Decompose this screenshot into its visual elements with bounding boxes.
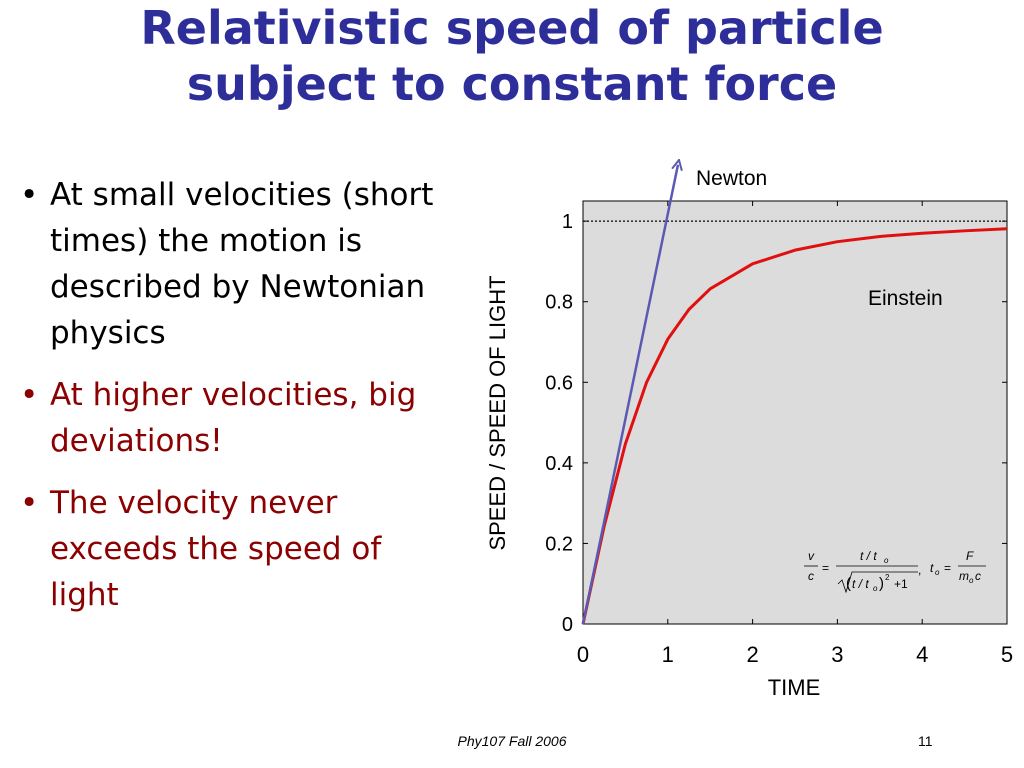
formula-F: F	[966, 549, 974, 563]
formula-equals-1: =	[822, 561, 829, 575]
bullet-text-1: At small velocities (short times) the mo…	[50, 177, 434, 351]
bullet-text-3: The velocity never exceeds the speed of …	[50, 485, 382, 613]
x-axis-label: TIME	[768, 675, 821, 700]
bullet-item-1: • At small velocities (short times) the …	[18, 172, 448, 356]
bullet-item-2: • At higher velocities, big deviations!	[18, 372, 448, 464]
formula-equals-2: =	[944, 561, 951, 575]
formula-plus-one: +1	[894, 577, 908, 591]
slide-title-line-1: Relativistic speed of particle	[140, 1, 884, 55]
formula-t: t	[930, 561, 934, 575]
bullet-text-2: At higher velocities, big deviations!	[50, 377, 417, 459]
series-line-newton	[581, 165, 678, 625]
bullet-item-3: • The velocity never exceeds the speed o…	[18, 480, 448, 618]
series-label-einstein: Einstein	[868, 287, 943, 310]
slide-title: Relativistic speed of particle subject t…	[0, 0, 1024, 112]
series-label-newton: Newton	[696, 167, 767, 190]
svg-text:(: (	[846, 575, 851, 592]
bullet-dot: •	[20, 177, 39, 213]
series-line-einstein	[581, 227, 1008, 625]
y-tick-label: 0.8	[545, 292, 573, 314]
y-tick-label: 0.6	[545, 372, 573, 394]
x-tick-label: 2	[746, 642, 758, 667]
y-tick-label: 0.2	[545, 533, 573, 555]
formula-numerator: t / t	[860, 549, 877, 563]
formula-sub-o-3: o	[935, 568, 940, 577]
x-tick-label: 1	[662, 642, 674, 667]
y-tick-label: 0.4	[545, 453, 573, 475]
slide-title-line-2: subject to constant force	[186, 57, 838, 111]
svg-text:): )	[879, 575, 884, 592]
x-tick-label: 0	[577, 642, 589, 667]
bullet-list: • At small velocities (short times) the …	[18, 172, 448, 634]
x-tick-label: 4	[916, 642, 928, 667]
formula-m: m	[959, 569, 969, 583]
x-tick-label: 3	[831, 642, 843, 667]
formula-sub-o-2: o	[873, 584, 878, 593]
formula-exponent: 2	[885, 573, 890, 582]
velocity-formula: v c = t / t o ( t / t o ) 2 +1 , t o = F…	[804, 549, 986, 594]
bullet-dot: •	[20, 485, 39, 521]
formula-sub-o-4: o	[969, 576, 974, 585]
formula-c: c	[808, 569, 814, 583]
bullet-dot: •	[20, 377, 39, 413]
x-tick-label: 5	[1001, 642, 1013, 667]
y-axis-label: SPEED / SPEED OF LIGHT	[485, 275, 510, 550]
footer-page-number: 11	[918, 733, 933, 749]
formula-sub-o-1: o	[884, 556, 889, 565]
formula-v: v	[808, 549, 815, 563]
y-tick-label: 1	[562, 211, 573, 233]
formula-c2: c	[975, 569, 981, 583]
footer-course: Phy107 Fall 2006	[457, 733, 567, 749]
formula-comma: ,	[918, 563, 921, 577]
plot-area	[582, 200, 1008, 625]
y-tick-label: 0	[562, 614, 573, 636]
formula-denominator: t / t	[852, 577, 869, 591]
